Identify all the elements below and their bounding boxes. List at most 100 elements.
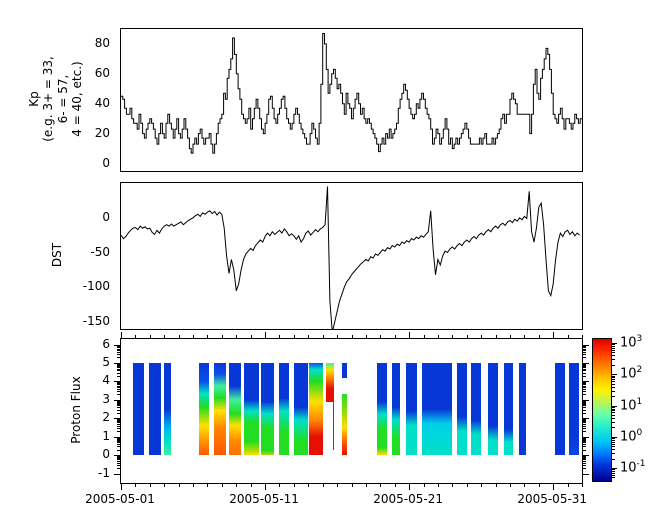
y-minor-tick	[117, 404, 120, 405]
dst-plot	[121, 186, 580, 329]
kp-plot	[121, 33, 582, 154]
y-tick-label: 40	[94, 96, 110, 110]
y-minor-tick	[117, 345, 120, 346]
flux-stripe	[342, 363, 348, 378]
x-tick	[582, 335, 583, 338]
y-minor-tick	[117, 407, 120, 408]
y-minor-tick	[583, 376, 586, 377]
y-minor-tick	[583, 364, 586, 365]
x-tick	[438, 335, 439, 338]
x-tick	[496, 484, 497, 487]
flux-stripe	[518, 363, 526, 456]
y-minor-tick	[117, 403, 120, 404]
y-minor-tick	[583, 457, 586, 458]
y-minor-tick	[583, 458, 586, 459]
colorbar-tick	[612, 437, 617, 438]
x-tick	[452, 484, 453, 487]
y-minor-tick	[117, 402, 120, 403]
x-tick-label: 2005-05-11	[229, 492, 299, 506]
colorbar-minor-tick	[612, 396, 615, 397]
x-tick	[337, 335, 338, 338]
y-tick-label: -1	[98, 466, 110, 480]
y-minor-tick	[583, 350, 586, 351]
y-minor-tick	[583, 465, 586, 466]
y-minor-tick	[583, 401, 586, 402]
y-minor-tick	[583, 389, 586, 390]
y-minor-tick	[117, 441, 120, 442]
y-tick-label: 4	[102, 373, 110, 387]
x-tick	[352, 335, 353, 338]
flux-stripe	[294, 363, 308, 456]
flux-stripe	[244, 363, 260, 456]
colorbar-minor-tick	[612, 409, 615, 410]
y-minor-tick	[117, 347, 120, 348]
colorbar-tick	[612, 468, 617, 469]
y-minor-tick	[583, 407, 586, 408]
y-tick-label: 2	[102, 410, 110, 424]
y-minor-tick	[583, 446, 586, 447]
x-tick	[568, 335, 569, 338]
x-tick	[380, 484, 381, 487]
colorbar-minor-tick	[612, 350, 615, 351]
y-minor-tick	[117, 365, 120, 366]
x-tick	[524, 484, 525, 487]
y-minor-tick	[117, 376, 120, 377]
y-minor-tick	[117, 419, 120, 420]
y-minor-tick	[117, 369, 120, 370]
y-minor-tick	[117, 370, 120, 371]
flux-stripe	[214, 363, 226, 456]
colorbar-tick-label: 103	[620, 334, 643, 351]
y-tick-label: -150	[82, 314, 110, 328]
colorbar-minor-tick	[612, 381, 615, 382]
y-minor-tick	[583, 391, 586, 392]
colorbar-minor-tick	[612, 469, 615, 470]
flux-stripe	[488, 363, 498, 456]
y-minor-tick	[117, 442, 120, 443]
y-minor-tick	[117, 446, 120, 447]
x-tick	[510, 484, 511, 487]
y-minor-tick	[583, 463, 586, 464]
colorbar-minor-tick	[612, 391, 615, 392]
y-minor-tick	[583, 386, 586, 387]
flux-stripe	[456, 363, 468, 456]
y-minor-tick	[117, 384, 120, 385]
y-tick	[583, 474, 589, 475]
x-tick	[279, 335, 280, 338]
colorbar-minor-tick	[612, 473, 615, 474]
colorbar-minor-tick	[612, 442, 615, 443]
colorbar-minor-tick	[612, 415, 615, 416]
x-tick	[424, 484, 425, 487]
y-tick	[114, 400, 120, 401]
y-minor-tick	[117, 463, 120, 464]
colorbar-minor-tick	[612, 377, 615, 378]
y-tick	[114, 381, 120, 382]
x-tick	[395, 335, 396, 338]
y-minor-tick	[583, 365, 586, 366]
panel-dst	[120, 182, 583, 330]
axis-title-dst: DST	[49, 242, 64, 268]
y-tick	[583, 381, 589, 382]
y-tick	[114, 474, 120, 475]
colorbar-minor-tick	[612, 427, 615, 428]
y-minor-tick	[583, 444, 586, 445]
y-minor-tick	[583, 450, 586, 451]
flux-stripe	[326, 363, 335, 402]
flux-stripe	[279, 363, 290, 456]
x-tick	[265, 484, 266, 490]
y-minor-tick	[583, 422, 586, 423]
y-minor-tick	[117, 366, 120, 367]
y-minor-tick	[117, 468, 120, 469]
y-minor-tick	[117, 346, 120, 347]
y-minor-tick	[583, 442, 586, 443]
x-tick	[236, 484, 237, 487]
y-minor-tick	[117, 405, 120, 406]
flux-stripe	[569, 363, 580, 456]
y-minor-tick	[583, 354, 586, 355]
x-tick-label: 2005-05-01	[85, 492, 155, 506]
x-tick	[164, 335, 165, 338]
x-tick	[524, 335, 525, 338]
colorbar-minor-tick	[612, 440, 615, 441]
x-tick	[539, 335, 540, 338]
y-minor-tick	[583, 426, 586, 427]
colorbar-minor-tick	[612, 477, 615, 478]
